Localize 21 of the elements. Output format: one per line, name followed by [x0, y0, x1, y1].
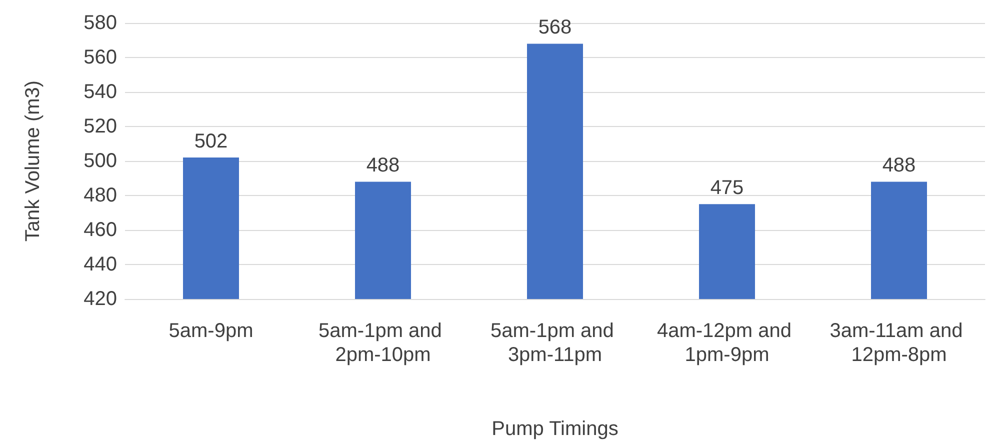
x-tick-label: 5am-9pm [168, 320, 254, 342]
y-tick-label: 500 [84, 150, 117, 172]
y-tick-label: 480 [84, 184, 117, 206]
data-label: 475 [710, 177, 744, 200]
data-label: 488 [366, 154, 400, 177]
x-tick-label: 5am-1pm and 3pm-11pm [490, 320, 620, 366]
data-label: 488 [882, 154, 916, 177]
y-tick-label: 420 [84, 288, 117, 310]
x-axis-title: Pump Timings [492, 418, 618, 440]
x-tick-label: 3am-11am and 12pm-8pm [830, 320, 968, 366]
y-tick-label: 520 [84, 116, 117, 138]
y-tick-label: 460 [84, 219, 117, 241]
x-tick-label: 4am-12pm and 1pm-9pm [656, 320, 798, 366]
y-tick-label: 540 [84, 81, 117, 103]
data-label: 502 [194, 130, 228, 153]
y-tick-label: 580 [84, 12, 117, 34]
x-tick-label: 5am-1pm and 2pm-10pm [318, 320, 448, 366]
y-tick-label: 440 [84, 254, 117, 276]
data-label: 568 [538, 16, 572, 39]
y-axis-title: Tank Volume (m3) [22, 80, 44, 242]
y-tick-label: 560 [84, 46, 117, 68]
